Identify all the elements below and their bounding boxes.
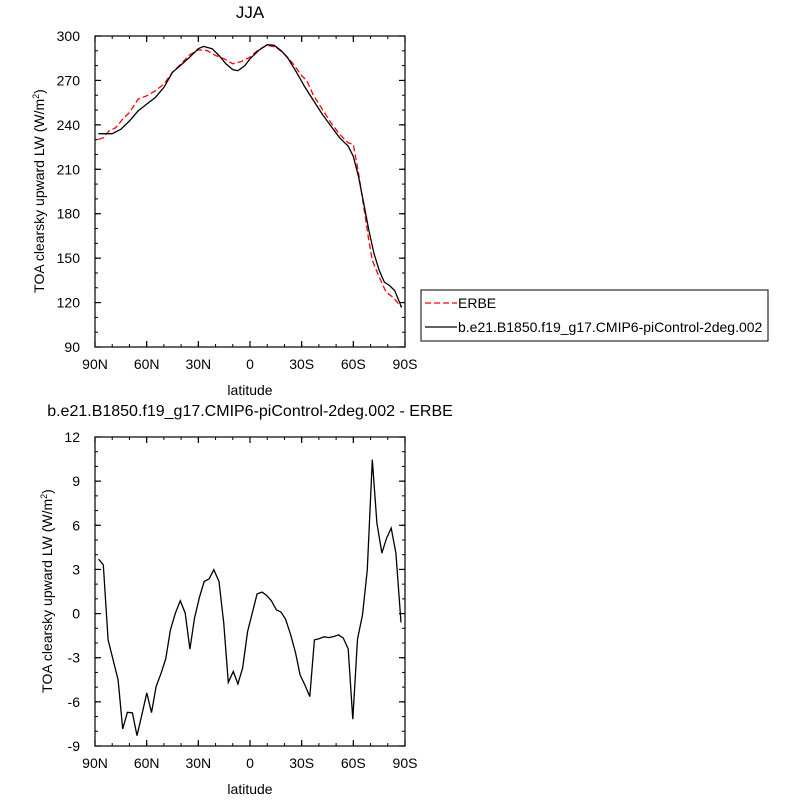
- legend-box: [420, 289, 769, 342]
- top-x-tick-label: 30N: [185, 356, 211, 372]
- bottom-x-tick-label: 30N: [185, 755, 211, 771]
- bottom-series-difference-line: [98, 459, 402, 736]
- bottom-y-tick-label: -6: [68, 694, 81, 710]
- top-x-tick-label: 30S: [289, 356, 314, 372]
- top-series-model-line: [98, 44, 403, 308]
- top-x-axis-label: latitude: [227, 382, 272, 398]
- bottom-x-tick-label: 60N: [134, 755, 160, 771]
- bottom-x-tick-label: 60S: [341, 755, 366, 771]
- top-chart-title: JJA: [236, 3, 265, 22]
- top-x-tick-label: 90S: [393, 356, 418, 372]
- legend: ERBE b.e21.B1850.f19_g17.CMIP6-piControl…: [420, 289, 769, 342]
- bottom-y-tick-label: 6: [72, 517, 80, 533]
- bottom-x-tick-label: 90S: [393, 755, 418, 771]
- top-y-tick-label: 210: [57, 161, 81, 177]
- bottom-y-tick-label: 9: [72, 473, 80, 489]
- top-x-tick-label: 90N: [82, 356, 108, 372]
- top-y-tick-label: 270: [57, 72, 81, 88]
- top-plot-frame: [94, 35, 406, 348]
- bottom-x-axis-label: latitude: [227, 781, 272, 797]
- top-series-erbe-line: [98, 44, 403, 308]
- top-y-tick-label: 180: [57, 206, 81, 222]
- top-y-tick-label: 240: [57, 117, 81, 133]
- top-y-tick-label: 150: [57, 250, 81, 266]
- bottom-y-tick-label: -9: [68, 738, 81, 754]
- bottom-y-tick-label: 12: [64, 429, 80, 445]
- top-y-tick-label: 300: [57, 28, 81, 44]
- bottom-y-tick-label: 3: [72, 561, 80, 577]
- bottom-x-tick-label: 30S: [289, 755, 314, 771]
- top-y-tick-label: 120: [57, 295, 81, 311]
- top-y-axis-label: TOA clearsky upward LW (W/m2): [31, 89, 47, 293]
- top-x-tick-label: 60N: [134, 356, 160, 372]
- bottom-x-tick-label: 0: [246, 755, 254, 771]
- bottom-x-tick-label: 90N: [82, 755, 108, 771]
- top-x-tick-label: 60S: [341, 356, 366, 372]
- top-x-tick-label: 0: [246, 356, 254, 372]
- legend-model-label: b.e21.B1850.f19_g17.CMIP6-piControl-2deg…: [458, 319, 763, 335]
- bottom-y-tick-label: -3: [68, 650, 81, 666]
- bottom-y-tick-label: 0: [72, 606, 80, 622]
- bottom-y-axis-label: TOA clearsky upward LW (W/m2): [39, 489, 55, 693]
- bottom-chart-title: b.e21.B1850.f19_g17.CMIP6-piControl-2deg…: [47, 403, 453, 420]
- bottom-plot-frame: [94, 436, 406, 747]
- top-y-tick-label: 90: [64, 339, 80, 355]
- legend-erbe-label: ERBE: [458, 295, 496, 311]
